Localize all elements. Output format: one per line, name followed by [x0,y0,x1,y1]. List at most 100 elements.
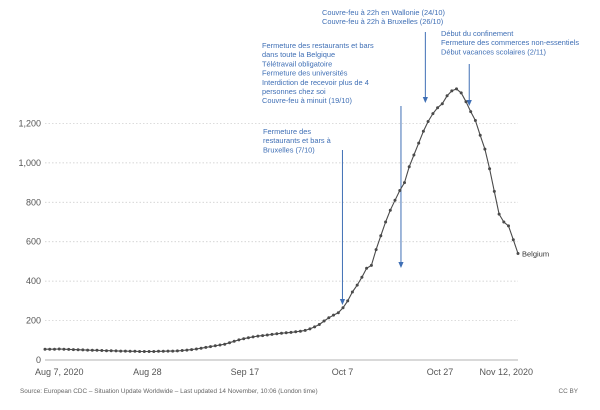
license-badge: CC BY [558,388,578,395]
data-point [48,347,52,351]
data-point [161,349,165,353]
data-point [261,334,265,338]
data-point [105,349,108,353]
data-point [123,349,127,353]
annotation-text-line: Fermeture des [263,127,311,136]
data-point [332,313,335,317]
data-point [180,349,184,352]
data-point [341,306,345,310]
data-point [242,337,246,341]
data-point [284,331,288,335]
arrow-head-icon [398,262,404,268]
x-tick-label: Nov 12, 2020 [479,367,533,377]
data-point [280,331,283,335]
data-point [223,342,227,346]
data-point [228,341,231,345]
data-point [488,167,492,171]
data-point [502,220,506,224]
data-point [492,189,496,193]
data-point [152,350,156,353]
data-point [403,181,406,185]
y-tick-label: 200 [26,316,41,326]
annotation-text-line: Bruxelles (7/10) [263,145,315,154]
data-point [374,248,378,252]
annotation-text-line: Télétravail obligatoire [262,59,332,68]
data-point [53,347,56,351]
data-point [157,349,160,353]
data-point [412,153,416,157]
data-point [516,252,520,255]
data-point [507,224,510,228]
data-point [398,189,402,192]
data-point [393,198,397,202]
x-tick-label: Oct 7 [332,367,354,377]
y-tick-label: 800 [26,197,41,207]
data-point [450,89,454,93]
data-point [360,275,364,279]
data-point [407,165,411,169]
data-point [142,350,146,353]
annotation-text-line: Fermeture des restaurants et bars [262,41,374,50]
data-point [270,332,274,336]
data-point [246,336,250,340]
arrow-head-icon [339,299,346,305]
data-point [384,220,388,224]
data-point [469,110,473,114]
data-point [303,328,307,332]
y-tick-label: 1,200 [18,118,41,128]
data-point [313,325,317,329]
annotation-text-line: Fermeture des commerces non-essentiels [441,38,579,47]
data-point [431,112,435,116]
data-point [265,333,269,337]
data-point [445,94,449,98]
data-point [336,311,340,315]
data-point [109,349,113,353]
data-point [232,339,236,343]
annotation-text-line: Couvre-feu à 22h en Wallonie (24/10) [322,8,445,17]
data-point [483,147,487,151]
annotation-text-line: Interdiction de recevoir plus de 4 [262,78,369,87]
series-layer [43,87,520,353]
data-point [426,120,430,123]
data-point [171,349,175,353]
data-point [209,345,212,349]
annotation-text-line: Couvre-feu à 22h à Bruxelles (26/10) [322,17,443,26]
arrow-head-icon [466,100,472,106]
data-point [473,119,477,122]
data-point [76,348,80,352]
data-point [95,348,99,352]
data-point [294,330,298,334]
data-point [436,106,440,110]
data-point [166,349,170,353]
data-point [194,347,198,351]
annotation-text-line: Fermeture des universités [262,69,348,78]
data-point [275,332,279,336]
x-tick-label: Aug 7, 2020 [35,367,84,377]
annotation-text-line: personnes chez soi [262,87,326,96]
y-tick-label: 600 [26,237,41,247]
annotation-text-line: Couvre-feu à minuit (19/10) [262,96,352,105]
y-tick-label: 0 [36,355,41,365]
data-point [138,350,142,353]
data-point [204,345,208,349]
data-point [421,129,425,133]
annotation-text-line: restaurants et bars à [263,136,332,145]
data-point [350,290,354,294]
data-point [190,348,194,352]
data-point [346,299,350,303]
data-point [251,335,255,339]
data-point [379,234,383,238]
data-point [71,348,75,352]
x-axis-ticks: Aug 7, 2020 Aug 28 Sep 17 Oct 7 Oct 27 Nov 12… [35,367,533,377]
x-tick-label: Aug 28 [133,367,162,377]
data-point [175,349,179,353]
data-point [388,208,392,212]
x-tick-label: Sep 17 [231,367,260,377]
data-point [322,319,326,323]
data-point [327,316,331,320]
